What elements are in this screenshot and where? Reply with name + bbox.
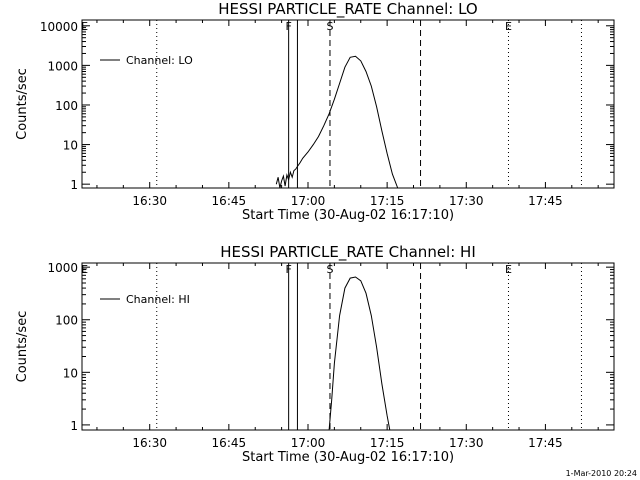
panel-1-title: HESSI PARTICLE_RATE Channel: LO	[218, 0, 477, 19]
panel-1-y-tick-label: 10	[63, 139, 78, 153]
panel-1-marker-label: F	[285, 20, 291, 33]
panel-2-y-tick-label: 1000	[47, 261, 78, 275]
panel-2-y-tick-label: 10	[63, 366, 78, 380]
panel-1-marker-label: E	[81, 20, 88, 33]
panel-2-x-tick-label: 17:30	[449, 436, 484, 450]
panel-2-legend-label: Channel: HI	[126, 293, 190, 306]
panel-1-x-tick-label: 17:15	[370, 194, 405, 208]
panel-1-marker-label: S	[326, 20, 333, 33]
panel-2-x-axis-label: Start Time (30-Aug-02 16:17:10)	[242, 450, 454, 465]
panel-2-x-tick-label: 17:45	[528, 436, 563, 450]
panel-2-series-line-1	[328, 276, 391, 431]
panel-2-y-axis-label: Counts/sec	[15, 311, 30, 383]
panel-2-x-tick-label: 17:00	[291, 436, 326, 450]
panel-1-legend-label: Channel: LO	[126, 54, 193, 67]
panel-1-x-tick-label: 16:30	[132, 194, 167, 208]
panel-2-marker-label: F	[285, 263, 291, 276]
panel-2-plot-frame	[81, 262, 615, 431]
panel-1-x-tick-label: 16:45	[212, 194, 247, 208]
panel-1-x-tick-label: 17:00	[291, 194, 326, 208]
panel-2-y-tick-label: 100	[55, 314, 78, 328]
panel-1-marker-label: E	[505, 20, 512, 33]
footer-timestamp: 1-Mar-2010 20:24	[566, 469, 637, 478]
panel-2-marker-label: S	[326, 263, 333, 276]
panel-1-y-axis-label: Counts/sec	[15, 68, 30, 140]
panel-1-y-tick-label: 100	[55, 99, 78, 113]
panel-1-plot-frame	[81, 19, 615, 189]
panel-2-x-tick-label: 16:30	[132, 436, 167, 450]
panel-1-x-tick-label: 17:45	[528, 194, 563, 208]
panel-2-title: HESSI PARTICLE_RATE Channel: HI	[220, 243, 476, 262]
panel-1-y-tick-label: 1000	[47, 59, 78, 73]
panel-1-y-tick-label: 10000	[40, 20, 78, 34]
panel-1-y-tick-label: 1	[70, 178, 78, 192]
panel-1-series-line-1	[275, 55, 399, 189]
panel-2-marker-label: E	[505, 263, 512, 276]
panel-1-x-axis-label: Start Time (30-Aug-02 16:17:10)	[242, 208, 454, 223]
panel-1-x-tick-label: 17:30	[449, 194, 484, 208]
panel-2-marker-label: E	[81, 263, 88, 276]
panel-2-x-tick-label: 17:15	[370, 436, 405, 450]
panel-2-y-tick-label: 1	[70, 419, 78, 433]
panel-2-x-tick-label: 16:45	[212, 436, 247, 450]
